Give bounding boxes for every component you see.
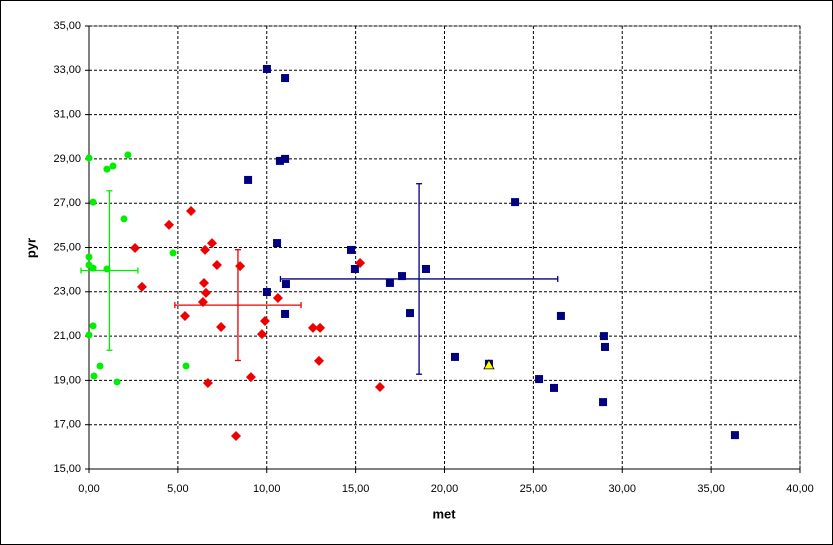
point (406, 309, 415, 318)
point (85, 253, 93, 261)
point (186, 205, 197, 216)
point (85, 154, 93, 162)
point (483, 359, 495, 370)
point (511, 198, 520, 207)
point (314, 355, 325, 366)
y-tick-label: 27,00 (53, 197, 81, 209)
point (202, 378, 213, 389)
point (120, 215, 128, 223)
point (89, 198, 97, 206)
point (89, 264, 97, 272)
point (89, 322, 97, 330)
x-tick-label: 25,00 (520, 483, 548, 495)
point (124, 151, 132, 159)
point (90, 372, 98, 380)
y-tick-label: 23,00 (53, 286, 81, 298)
point (244, 175, 253, 184)
point (113, 378, 121, 386)
point (262, 64, 271, 73)
point (601, 342, 610, 351)
point (281, 309, 290, 318)
point (259, 316, 270, 327)
point (230, 430, 241, 441)
point (315, 322, 326, 333)
x-tick-label: 30,00 (608, 483, 636, 495)
y-tick-label: 19,00 (53, 374, 81, 386)
point (200, 244, 211, 255)
point (599, 398, 608, 407)
point (103, 165, 111, 173)
y-tick-label: 29,00 (53, 153, 81, 165)
y-tick-label: 15,00 (53, 463, 81, 475)
point (256, 329, 267, 340)
point (169, 249, 177, 257)
point (272, 293, 283, 304)
x-tick-label: 5,00 (167, 483, 188, 495)
point (422, 264, 431, 273)
x-tick-label: 15,00 (342, 483, 370, 495)
point (96, 362, 104, 370)
point (130, 242, 141, 253)
point (211, 259, 222, 270)
point (216, 322, 227, 333)
y-axis-title: pyr (23, 238, 38, 258)
point (556, 311, 565, 320)
point (450, 352, 459, 361)
point (374, 382, 385, 393)
point (398, 272, 407, 281)
y-tick-label: 33,00 (53, 64, 81, 76)
x-tick-label: 10,00 (253, 483, 281, 495)
y-tick-label: 17,00 (53, 419, 81, 431)
point (549, 383, 558, 392)
y-tick-label: 25,00 (53, 241, 81, 253)
point (207, 238, 218, 249)
point (730, 431, 739, 440)
point (307, 322, 318, 333)
point (179, 310, 190, 321)
point (599, 332, 608, 341)
point (281, 74, 290, 83)
point (163, 219, 174, 230)
point (275, 156, 284, 165)
point (200, 287, 211, 298)
point (136, 281, 147, 292)
point (281, 280, 290, 289)
point (199, 277, 210, 288)
y-tick-label: 31,00 (53, 109, 81, 121)
point (245, 372, 256, 383)
point (347, 245, 356, 254)
x-tick-label: 35,00 (697, 483, 725, 495)
point (350, 264, 359, 273)
point (535, 375, 544, 384)
x-axis-title: met (432, 506, 456, 521)
y-tick-label: 21,00 (53, 330, 81, 342)
point (273, 239, 282, 248)
x-tick-label: 20,00 (431, 483, 459, 495)
point (281, 154, 290, 163)
point (85, 331, 93, 339)
y-tick-label: 35,00 (53, 20, 81, 32)
x-tick-label: 40,00 (786, 483, 814, 495)
x-tick-label: 0,00 (78, 483, 99, 495)
point (182, 362, 190, 370)
point (262, 288, 271, 297)
point (385, 278, 394, 287)
point (109, 162, 117, 170)
